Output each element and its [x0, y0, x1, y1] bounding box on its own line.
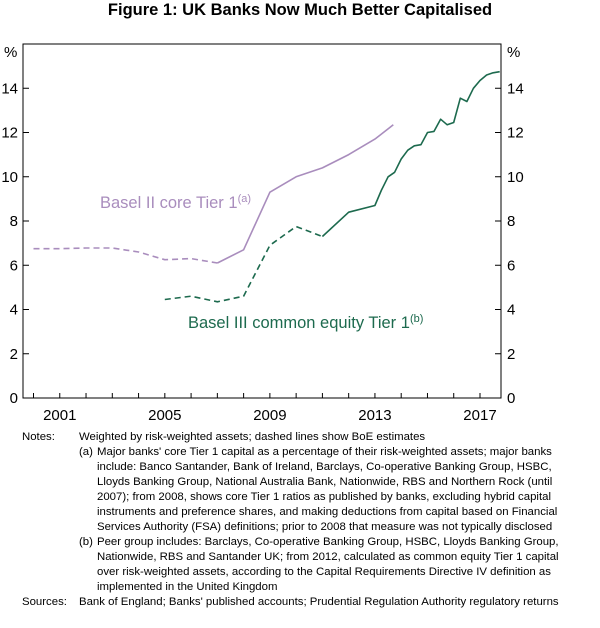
y-tick-label-right: 12 — [507, 125, 524, 142]
note-a-line: Services Authority (FSA) definitions; pr… — [97, 521, 553, 533]
series-label-text: Basel III common equity Tier 1 — [188, 314, 410, 332]
note-b: Peer group includes: Barclays, Co-operat… — [97, 535, 598, 595]
x-tick-label: 2005 — [148, 407, 181, 424]
sources-text: Bank of England; Banks' published accoun… — [79, 596, 559, 608]
note-b-marker: (b) — [79, 536, 93, 548]
y-axis-unit-left: % — [4, 44, 17, 61]
x-tick-label: 2009 — [253, 407, 286, 424]
y-tick-label-right: 14 — [507, 80, 524, 97]
y-tick-label-right: 0 — [507, 390, 515, 407]
note-a-line: 2007); from 2008, shows core Tier 1 rati… — [97, 491, 551, 503]
notes-label: Notes: — [22, 431, 55, 443]
note-a-line: instruments and preference shares, and m… — [97, 506, 558, 518]
line-chart: 0 0 2 2 4 4 6 6 8 8 10 10 12 12 14 14% % 2001 2005 2009 2013… — [1, 43, 524, 424]
chart-title: Figure 1: UK Banks Now Much Better Capit… — [107, 1, 493, 19]
y-tick-label-right: 8 — [507, 213, 515, 230]
y-tick-label-left: 8 — [10, 213, 18, 230]
y-tick-label-left: 0 — [10, 390, 18, 407]
y-tick-label-right: 6 — [507, 257, 515, 274]
series-label: Basel II core Tier 1(a) — [100, 193, 251, 212]
y-axis-unit-right: % — [507, 44, 520, 61]
y-tick-label-left: 2 — [10, 346, 18, 363]
y-tick-label-left: 12 — [1, 125, 18, 142]
series-line-basel3-dashed — [164, 225, 323, 303]
note-b-line: over risk-weighted assets, according to … — [97, 566, 551, 578]
series-line-basel2-solid — [217, 124, 394, 264]
y-tick-label-left: 4 — [10, 302, 18, 319]
note-a: Major banks' core Tier 1 capital as a pe… — [97, 445, 598, 535]
notes-block: Notes: Weighted by risk-weighted assets;… — [22, 430, 598, 610]
note-b-line: implemented in the United Kingdom — [97, 581, 278, 593]
notes-intro: Weighted by risk-weighted assets; dashed… — [79, 431, 426, 443]
x-tick-label: 2017 — [463, 407, 496, 424]
y-tick-label-right: 4 — [507, 302, 515, 319]
note-b-line: Peer group includes: Barclays, Co-operat… — [97, 536, 559, 548]
series-line-basel3-solid — [321, 70, 500, 238]
sources-label: Sources: — [22, 596, 67, 608]
note-b-line: Nationwide, RBS and Santander UK; from 2… — [97, 551, 559, 563]
plot-frame — [22, 43, 502, 399]
y-tick-label-left: 10 — [1, 169, 18, 186]
series-label-text: Basel II core Tier 1 — [100, 194, 238, 212]
x-tick-label: 2013 — [358, 407, 391, 424]
series-line-basel2-dashed — [33, 247, 218, 264]
note-a-line: Major banks' core Tier 1 capital as a pe… — [97, 446, 552, 458]
note-a-line: include: Banco Santander, Bank of Irelan… — [97, 461, 552, 473]
series-label-superscript: (a) — [238, 193, 251, 205]
x-tick-label: 2001 — [43, 407, 76, 424]
y-tick-label-right: 10 — [507, 169, 524, 186]
note-a-marker: (a) — [79, 446, 93, 458]
series-label-superscript: (b) — [410, 313, 423, 325]
y-tick-label-right: 2 — [507, 346, 515, 363]
series-label: Basel III common equity Tier 1(b) — [188, 313, 423, 332]
y-tick-label-left: 14 — [1, 80, 18, 97]
y-tick-label-left: 6 — [10, 257, 18, 274]
note-a-line: Lloyds Banking Group, National Australia… — [97, 476, 553, 488]
